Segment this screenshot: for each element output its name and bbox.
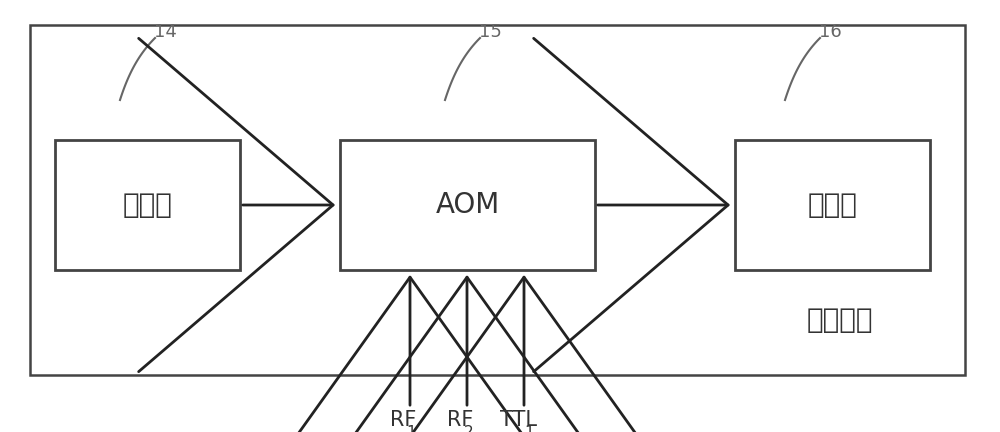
Bar	[30, 25, 965, 375]
Text: RF: RF	[447, 410, 473, 430]
Bar	[735, 140, 930, 270]
Text: 激光器: 激光器	[123, 191, 172, 219]
Text: 1: 1	[406, 425, 416, 432]
Text: 2: 2	[464, 425, 473, 432]
Bar	[55, 140, 240, 270]
Text: 离子阱: 离子阱	[808, 191, 857, 219]
Text: TTL: TTL	[500, 410, 537, 430]
Text: 1: 1	[525, 425, 534, 432]
Text: AOM: AOM	[435, 191, 500, 219]
Text: RF: RF	[390, 410, 416, 430]
Text: 14: 14	[154, 23, 176, 41]
Bar	[340, 140, 595, 270]
Text: 物理系统: 物理系统	[807, 306, 873, 334]
Text: 15: 15	[479, 23, 501, 41]
Text: 16: 16	[819, 23, 841, 41]
